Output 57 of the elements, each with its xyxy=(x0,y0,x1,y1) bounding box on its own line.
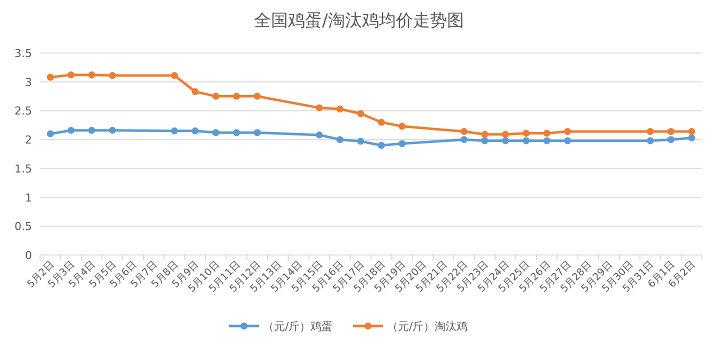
point xyxy=(502,130,509,138)
point xyxy=(233,92,240,100)
point xyxy=(316,104,323,112)
point xyxy=(336,105,344,112)
point xyxy=(336,136,344,144)
point xyxy=(460,136,468,144)
point xyxy=(88,126,96,134)
point xyxy=(502,137,509,144)
point xyxy=(357,110,364,118)
point xyxy=(522,137,530,144)
point xyxy=(646,128,654,135)
y-tick-label: 3 xyxy=(25,76,32,89)
point xyxy=(46,130,54,138)
point xyxy=(192,127,199,134)
point xyxy=(646,137,654,144)
point xyxy=(667,136,674,144)
point xyxy=(481,130,488,138)
chart-title: 全国鸡蛋/淘汰鸡均价走势图 xyxy=(254,11,464,31)
point xyxy=(460,128,468,135)
point xyxy=(316,131,323,138)
point xyxy=(254,92,261,100)
point xyxy=(192,88,199,96)
point xyxy=(170,127,178,134)
point xyxy=(212,92,220,100)
point xyxy=(254,129,261,136)
point xyxy=(68,126,75,134)
point xyxy=(688,128,696,135)
point xyxy=(398,122,406,130)
legend-label: （元/斤）淘汰鸡 xyxy=(387,320,468,333)
point xyxy=(108,72,116,80)
point xyxy=(564,128,572,135)
point xyxy=(667,128,674,135)
y-tick-label: 3.5 xyxy=(14,47,32,60)
point xyxy=(68,71,75,78)
point xyxy=(357,138,364,145)
point xyxy=(398,140,406,148)
point xyxy=(378,142,385,149)
point xyxy=(108,126,116,134)
point xyxy=(564,137,572,144)
point xyxy=(212,129,220,136)
point xyxy=(378,118,385,126)
y-tick-label: 2 xyxy=(25,134,32,147)
point xyxy=(233,129,240,136)
y-tick-label: 1 xyxy=(25,191,32,204)
point xyxy=(46,74,54,81)
y-tick-label: 0.5 xyxy=(14,220,32,234)
point xyxy=(543,130,550,137)
y-tick-label: 0 xyxy=(25,249,32,262)
point xyxy=(522,130,530,137)
point xyxy=(170,72,178,80)
point xyxy=(481,137,488,144)
point xyxy=(543,137,550,144)
y-tick-label: 1.5 xyxy=(14,162,32,176)
point xyxy=(688,134,696,142)
legend-label: （元/斤）鸡蛋 xyxy=(263,320,333,333)
y-tick-label: 2.5 xyxy=(14,104,32,118)
point xyxy=(88,71,96,78)
